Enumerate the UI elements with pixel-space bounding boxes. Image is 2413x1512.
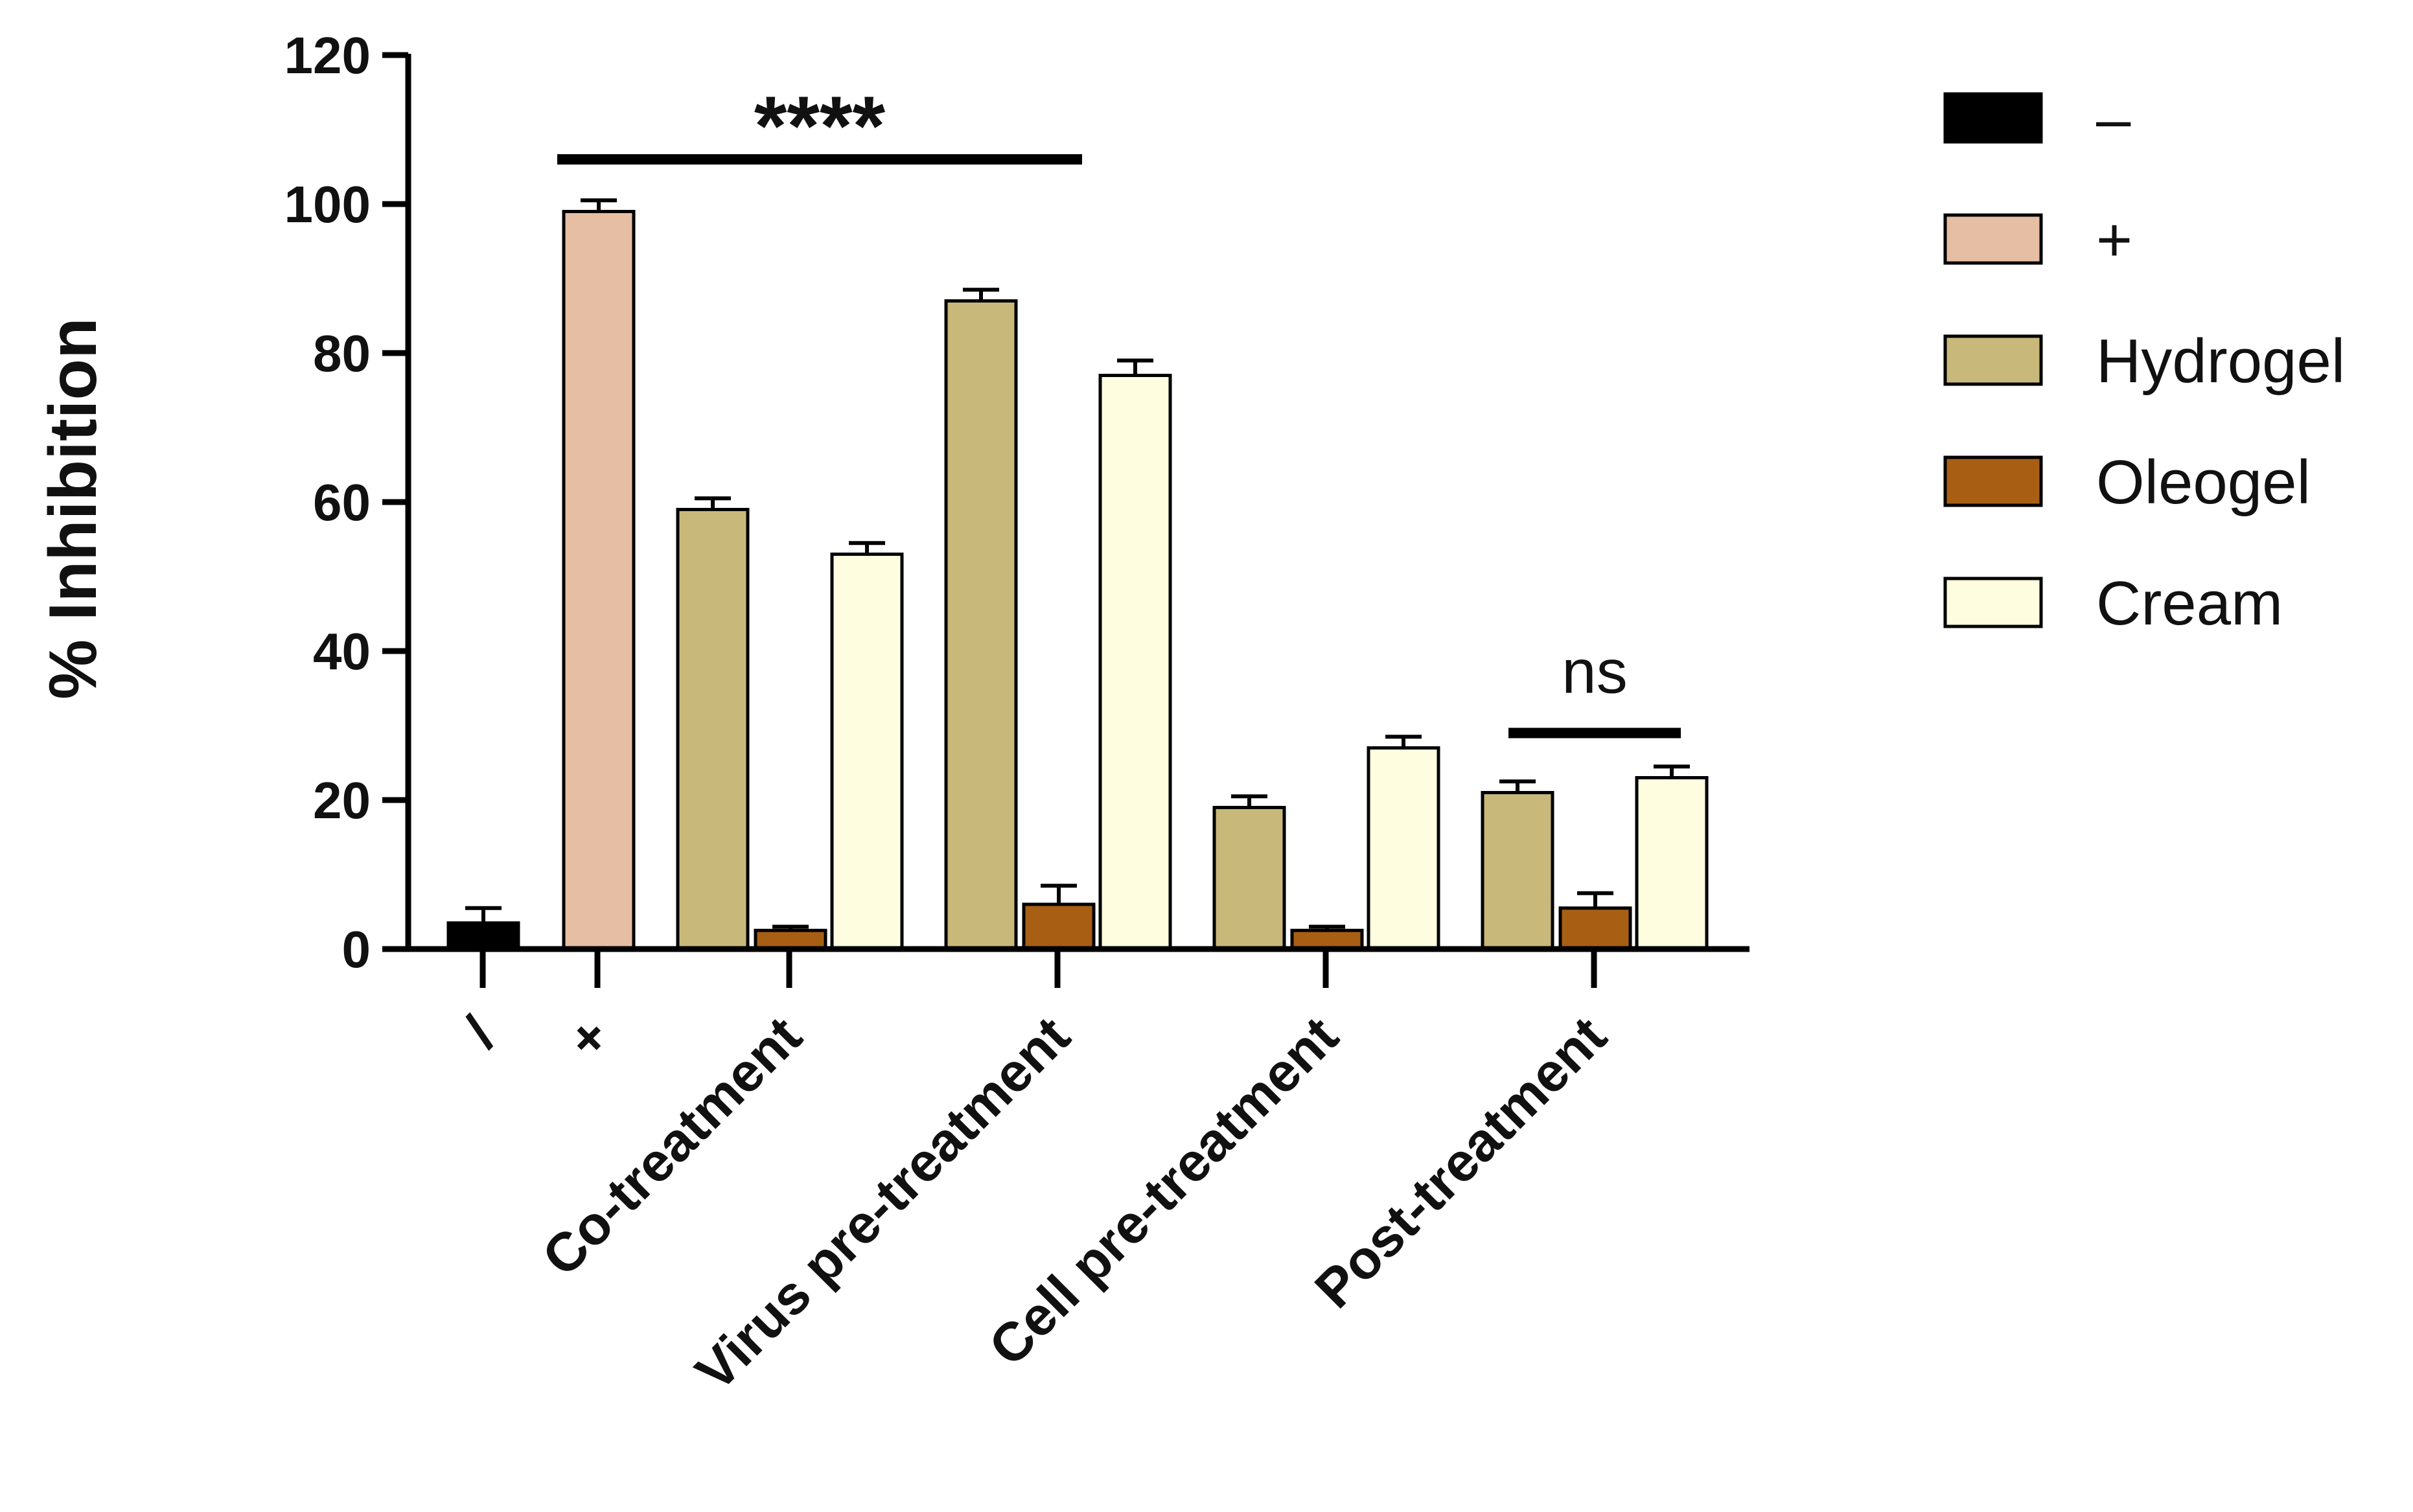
legend-label-oleogel: Oleogel xyxy=(2096,448,2311,517)
legend-swatch-cream xyxy=(1943,577,2043,628)
bar-co-treatment-hydrogel xyxy=(676,508,750,951)
y-tick-label: 60 xyxy=(313,474,371,531)
y-axis-label: % Inhibition xyxy=(36,317,111,699)
bar-neg-neg xyxy=(446,921,520,951)
y-tick-label: 20 xyxy=(313,772,371,829)
bar-virus-pre-treatment-oleogel xyxy=(1022,902,1096,951)
bar-neg-pos xyxy=(562,210,636,951)
significance-label: **** xyxy=(754,78,886,173)
bar-cell-pre-treatment-cream xyxy=(1367,746,1440,951)
bar-post-treatment-hydrogel xyxy=(1481,791,1554,951)
y-tick-label: 40 xyxy=(313,623,371,680)
y-tick-label: 100 xyxy=(284,176,371,233)
legend-swatch-hydrogel xyxy=(1943,334,2043,386)
legend-label-neg: – xyxy=(2096,84,2131,154)
legend-swatch-neg xyxy=(1943,213,2043,265)
legend-label-hydrogel: Hydrogel xyxy=(2096,326,2345,396)
legend-swatch-oleogel xyxy=(1943,455,2043,507)
bar-post-treatment-cream xyxy=(1635,776,1709,951)
bar-virus-pre-treatment-hydrogel xyxy=(944,299,1018,951)
y-tick-label: 120 xyxy=(284,27,371,84)
legend-label-neg: + xyxy=(2096,205,2132,275)
x-tick-label-neg: / xyxy=(453,1005,507,1059)
y-tick-label: 0 xyxy=(342,921,371,978)
bar-co-treatment-cream xyxy=(830,553,904,951)
y-axis: 0 20 40 60 80 100 120 xyxy=(284,27,411,978)
legend-label-cream: Cream xyxy=(2096,569,2283,638)
legend-swatch-neg xyxy=(1943,92,2043,144)
y-tick-label: 80 xyxy=(313,325,371,382)
x-tick-label-post-treatment: Post-treatment xyxy=(1303,1005,1618,1320)
bar-post-treatment-oleogel xyxy=(1558,906,1632,951)
bars xyxy=(446,198,1709,951)
significance-label: ns xyxy=(1562,637,1627,707)
bar-virus-pre-treatment-cream xyxy=(1098,374,1172,951)
bar-cell-pre-treatment-hydrogel xyxy=(1212,806,1286,951)
legend: – + Hydrogel Oleogel Cream xyxy=(1943,84,2345,638)
x-tick-label-co-treatment: Co-treatment xyxy=(531,1005,813,1287)
x-tick-label-neg: + xyxy=(556,1005,621,1070)
significance-annotations: **** ns xyxy=(557,78,1681,739)
